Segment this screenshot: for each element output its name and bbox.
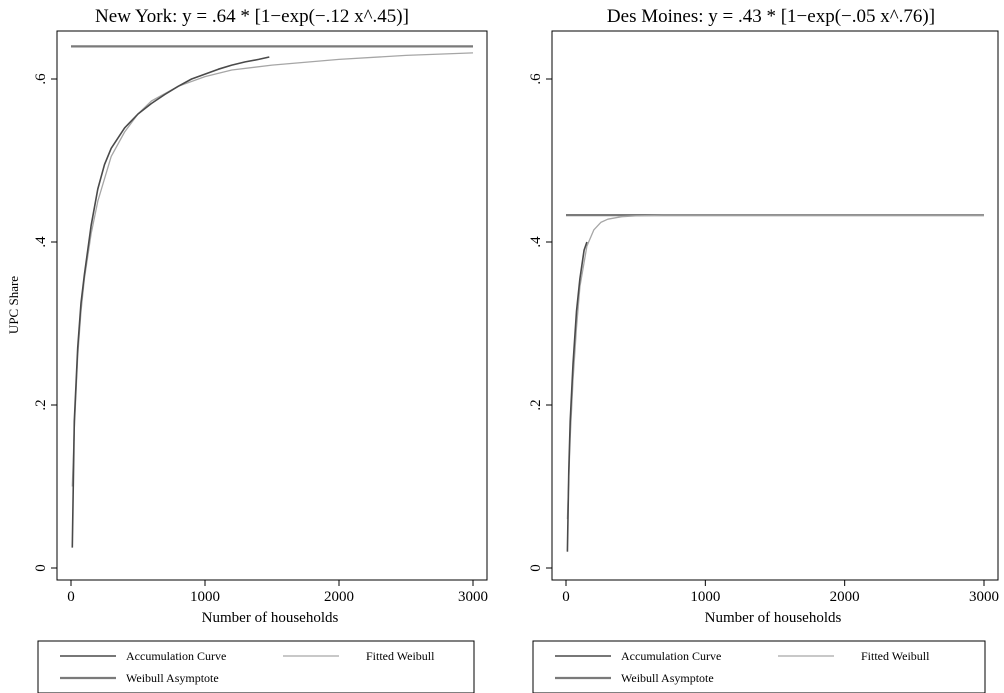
chart-title: Des Moines: y = .43 * [1−exp(−.05 x^.76)…: [607, 6, 935, 27]
y-axis-label: UPC Share: [6, 276, 21, 334]
x-tick-label: 3000: [969, 589, 999, 605]
y-tick-label: .6: [528, 73, 544, 85]
chart-title: New York: y = .64 * [1−exp(−.12 x^.45)]: [95, 6, 409, 27]
y-tick-label: 0: [528, 564, 544, 572]
series-line-fitted-weibull: [566, 214, 984, 520]
plot-frame: [56, 30, 488, 581]
plot-frame: [551, 30, 999, 581]
legend-label-fitted-weibull: Fitted Weibull: [861, 649, 930, 663]
x-tick-label: 2000: [324, 589, 354, 605]
legend: Accumulation Curve Fitted Weibull Weibull …: [532, 640, 986, 693]
y-tick-label: .4: [33, 236, 49, 248]
x-tick-label: 0: [67, 589, 75, 605]
y-tick-label: .2: [528, 399, 544, 410]
legend-label-fitted-weibull: Fitted Weibull: [366, 649, 435, 663]
chart-panel-2: Des Moines: y = .43 * [1−exp(−.05 x^.76)…: [528, 6, 999, 693]
y-tick-label: .2: [33, 399, 49, 410]
legend-box: [37, 640, 475, 693]
series-line-accumulation-curve: [71, 56, 270, 548]
x-axis-label: Number of households: [202, 610, 339, 626]
x-tick-label: 1000: [190, 589, 220, 605]
legend-label-accumulation-curve: Accumulation Curve: [126, 649, 226, 663]
chart-panel-1: New York: y = .64 * [1−exp(−.12 x^.45)] 0…: [6, 6, 488, 693]
legend: Accumulation Curve Fitted Weibull Weibull …: [37, 640, 475, 693]
x-tick-label: 0: [562, 589, 570, 605]
x-tick-label: 1000: [690, 589, 720, 605]
series-line-fitted-weibull: [71, 52, 474, 487]
x-tick-label: 2000: [830, 589, 860, 605]
legend-label-weibull-asymptote: Weibull Asymptote: [126, 671, 219, 685]
y-tick-label: .4: [528, 236, 544, 248]
y-tick-label: .6: [33, 73, 49, 85]
x-tick-label: 3000: [458, 589, 488, 605]
legend-box: [532, 640, 986, 693]
x-axis-label: Number of households: [705, 610, 842, 626]
legend-label-accumulation-curve: Accumulation Curve: [621, 649, 721, 663]
y-tick-label: 0: [33, 564, 49, 572]
series-line-accumulation-curve: [566, 241, 588, 552]
legend-label-weibull-asymptote: Weibull Asymptote: [621, 671, 714, 685]
